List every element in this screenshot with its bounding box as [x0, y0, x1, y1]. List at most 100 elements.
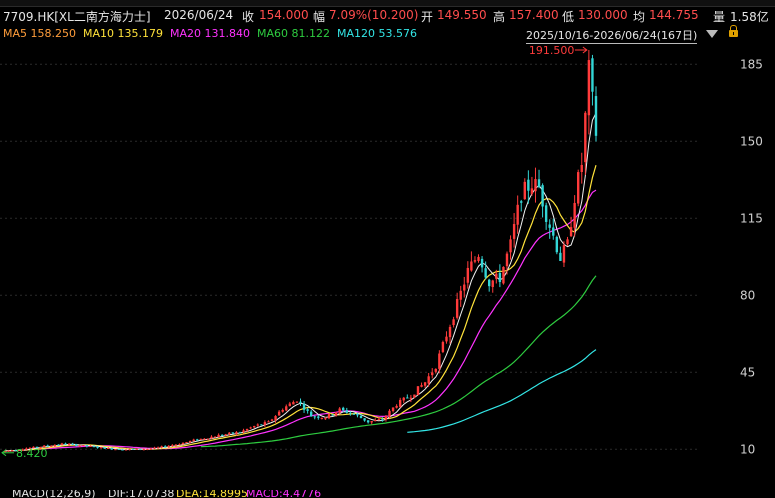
candle-body — [413, 394, 416, 398]
candle-body — [71, 443, 74, 445]
candle-body — [580, 164, 583, 172]
open-label: 开 — [421, 10, 434, 24]
candle-body — [416, 386, 420, 396]
macd-title: MACD(12,26,9) — [12, 490, 96, 498]
candle-body — [512, 223, 516, 239]
candle-body — [366, 420, 370, 423]
candle-body — [256, 424, 259, 426]
candle-body — [516, 204, 519, 225]
candle-body — [569, 227, 573, 237]
quote-date: 2026/06/24 — [164, 8, 234, 22]
y-tick-label: 115 — [740, 211, 763, 225]
candle-body — [124, 449, 128, 451]
low-value: 130.000 — [578, 8, 628, 22]
candle-body — [520, 201, 523, 203]
candle-body — [448, 326, 452, 338]
candle-body — [584, 112, 587, 163]
candle-body — [199, 438, 203, 440]
candle-body — [309, 411, 313, 417]
candle-body — [32, 446, 35, 449]
candle-body — [228, 432, 231, 434]
candle-body — [50, 445, 53, 447]
candle-body — [85, 444, 89, 447]
candle-body — [107, 447, 110, 449]
candle-body — [89, 445, 92, 447]
candle-body — [46, 445, 49, 447]
candle-body — [473, 260, 477, 262]
candle-body — [78, 445, 81, 447]
date-range[interactable]: 2025/10/16-2026/06/24(167日) — [526, 29, 698, 44]
candle-body — [352, 413, 356, 415]
candle-body — [491, 280, 494, 288]
candle-body — [203, 438, 206, 440]
candle-body — [452, 319, 455, 326]
candle-body — [3, 450, 7, 452]
candle-body — [398, 399, 402, 407]
candle-body — [217, 434, 220, 438]
candle-body — [409, 397, 413, 399]
volume-value: 1.58亿 — [730, 10, 769, 24]
ma5-legend: MA5 158.250 — [3, 27, 76, 40]
macd-indicator-bar: MACD(12,26,9) DIF:17.0738 DEA:14.8995 MA… — [0, 490, 775, 498]
candle-body — [39, 446, 42, 448]
candle-body — [306, 409, 309, 411]
chevron-down-icon[interactable] — [706, 30, 718, 38]
candle-body — [114, 449, 117, 451]
candle-body — [178, 444, 181, 446]
candle-body — [238, 432, 242, 434]
candle-body — [463, 284, 466, 291]
candle-body — [466, 267, 470, 283]
candle-body — [139, 448, 142, 450]
lock-icon[interactable] — [729, 25, 738, 37]
candle-body — [381, 419, 384, 421]
candle-body — [53, 445, 57, 447]
y-tick-label: 80 — [740, 288, 755, 302]
candle-body — [576, 172, 580, 204]
candle-body — [231, 432, 235, 434]
candle-body — [167, 445, 170, 447]
candle-body — [192, 439, 195, 442]
candle-body — [242, 430, 245, 433]
ma120-line — [407, 349, 597, 433]
candle-body — [541, 185, 544, 207]
candle-body — [427, 376, 430, 384]
candle-body — [313, 416, 316, 418]
candle-body — [324, 418, 327, 420]
candle-body — [174, 444, 178, 446]
quote-info-bar: 7709.HK[XL二南方海力士] 2026/06/24 收 154.000 幅… — [0, 8, 775, 24]
candle-body — [131, 448, 135, 450]
candle-body — [495, 273, 498, 279]
candle-body — [25, 448, 28, 450]
macd-dif: DIF:17.0738 — [108, 490, 175, 498]
candle-body — [431, 372, 434, 376]
candle-body — [502, 266, 505, 284]
candle-body — [92, 446, 96, 448]
candle-body — [281, 409, 284, 412]
candlestick-chart[interactable]: 185 150 115 80 45 10 191.500 8.420 — [0, 44, 775, 490]
candle-body — [292, 402, 295, 405]
high-label: 高 — [493, 10, 506, 24]
candle-body — [363, 418, 366, 421]
candle-body — [498, 272, 502, 283]
candle-body — [530, 188, 534, 194]
candle-body — [559, 252, 562, 261]
candle-body — [534, 179, 537, 192]
candle-body — [327, 413, 331, 419]
candle-body — [388, 410, 391, 417]
candle-body — [295, 401, 299, 403]
ma20-line — [4, 189, 597, 452]
candle-body — [334, 412, 338, 416]
open-value: 149.550 — [437, 8, 487, 22]
candle-body — [402, 397, 405, 401]
ma60-line — [200, 275, 597, 448]
candle-body — [153, 447, 156, 449]
candle-body — [302, 403, 306, 410]
candle-body — [594, 96, 598, 136]
y-tick-label: 150 — [740, 134, 763, 148]
candle-body — [591, 58, 594, 92]
max-arrow-head — [582, 46, 588, 54]
candle-body — [171, 445, 174, 447]
candle-body — [220, 434, 224, 436]
ma120-legend: MA120 53.576 — [337, 27, 417, 40]
max-price-label: 191.500 — [529, 44, 575, 57]
